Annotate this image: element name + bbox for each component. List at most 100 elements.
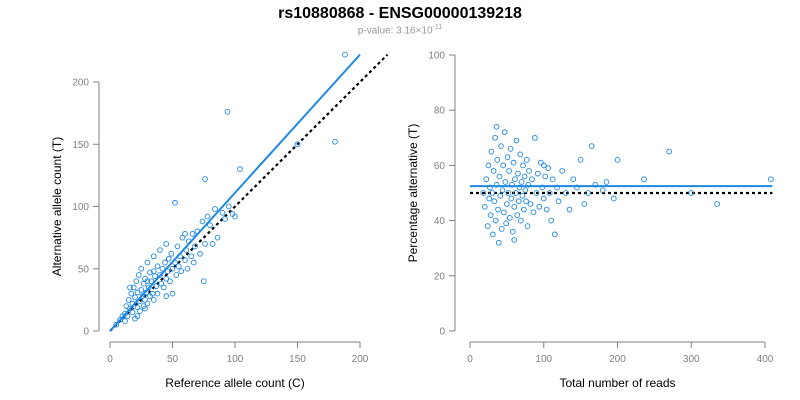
- data-point: [496, 173, 503, 180]
- x-tick-label: 400: [757, 354, 774, 365]
- data-point: [641, 176, 647, 183]
- data-point: [192, 243, 198, 250]
- y-axis-title: Alternative allele count (T): [50, 137, 64, 276]
- reference-line: [109, 53, 389, 332]
- data-point: [768, 176, 774, 183]
- y-tick-label: 150: [72, 140, 89, 151]
- data-point: [493, 181, 500, 188]
- data-point: [225, 203, 232, 210]
- x-tick-label: 200: [352, 354, 369, 365]
- data-point: [165, 255, 172, 262]
- y-tick-label: 100: [72, 202, 89, 213]
- data-point: [128, 290, 135, 297]
- data-point: [523, 157, 530, 163]
- data-point: [174, 243, 181, 250]
- data-point: [182, 257, 188, 263]
- data-point: [124, 313, 131, 319]
- data-point: [157, 247, 163, 253]
- x-axis-title: Reference allele count (C): [165, 376, 304, 390]
- data-point: [523, 198, 529, 205]
- data-point: [204, 213, 211, 220]
- data-point: [127, 284, 133, 291]
- data-point: [497, 192, 504, 199]
- data-point: [530, 209, 537, 216]
- y-tick-label: 20: [434, 271, 446, 282]
- data-point: [159, 265, 166, 272]
- data-point: [527, 201, 534, 207]
- data-point: [549, 176, 556, 183]
- data-point: [525, 181, 532, 188]
- data-point: [150, 268, 157, 275]
- y-tick-label: 50: [78, 264, 90, 275]
- y-tick-label: 40: [434, 216, 446, 227]
- data-point: [513, 137, 520, 144]
- data-point: [518, 217, 524, 224]
- chart-subtitle: p-value: 3.16×10-11: [0, 24, 800, 36]
- data-point: [501, 209, 507, 216]
- data-point: [129, 309, 136, 316]
- data-point: [183, 247, 190, 253]
- data-point: [519, 192, 526, 199]
- data-point: [511, 203, 518, 210]
- y-tick-label: 0: [83, 327, 89, 338]
- data-point: [168, 250, 175, 257]
- data-point: [543, 206, 550, 213]
- scatter-panel-allele-counts: 0 50 100 150 200 0 50 100 150 200 Reference allele…: [50, 51, 389, 390]
- y-tick-label: 80: [434, 106, 446, 117]
- data-point: [509, 181, 515, 188]
- data-point: [494, 157, 501, 163]
- data-point: [581, 201, 588, 207]
- data-point: [342, 51, 348, 58]
- data-point: [522, 187, 529, 194]
- data-point: [145, 284, 152, 291]
- data-point: [499, 187, 506, 194]
- data-point: [503, 220, 509, 227]
- data-point: [182, 231, 188, 237]
- data-point: [520, 162, 526, 169]
- data-point: [512, 190, 519, 196]
- x-tick-label: 0: [467, 354, 473, 365]
- x-axis-title: Total number of reads: [559, 376, 675, 390]
- data-point: [524, 223, 531, 229]
- data-point: [489, 190, 495, 196]
- data-point: [148, 278, 155, 285]
- data-point: [563, 190, 569, 196]
- data-point: [536, 203, 543, 210]
- data-point: [488, 148, 495, 155]
- y-tick-label: 60: [434, 161, 446, 172]
- data-point: [614, 157, 621, 163]
- data-point: [175, 263, 182, 270]
- data-point: [501, 129, 508, 136]
- data-point: [480, 190, 487, 196]
- data-point: [592, 181, 599, 188]
- data-point: [134, 313, 141, 319]
- data-point: [172, 259, 178, 266]
- p-value-text: p-value: 3.16×10: [357, 25, 433, 37]
- data-point: [540, 195, 547, 202]
- p-value-exponent: -11: [432, 24, 443, 31]
- data-point: [150, 253, 157, 260]
- data-point: [169, 290, 176, 297]
- data-point: [173, 272, 180, 278]
- data-point: [504, 201, 510, 207]
- data-point: [202, 176, 208, 182]
- data-point: [515, 198, 522, 205]
- data-point: [169, 265, 176, 272]
- data-point: [540, 162, 547, 169]
- data-point: [178, 268, 185, 275]
- chart-title: rs10880868 - ENSG00000139218: [278, 5, 522, 22]
- data-point: [144, 278, 151, 285]
- x-tick-label: 100: [227, 354, 244, 365]
- data-point: [533, 190, 540, 196]
- data-point: [526, 168, 532, 174]
- data-point: [504, 154, 511, 160]
- data-point: [133, 278, 140, 285]
- data-point: [532, 134, 538, 141]
- data-point: [537, 159, 544, 166]
- data-point: [512, 176, 518, 183]
- x-tick-label: 300: [683, 354, 700, 365]
- data-point: [189, 231, 196, 237]
- data-point: [197, 250, 203, 257]
- data-point: [603, 179, 610, 185]
